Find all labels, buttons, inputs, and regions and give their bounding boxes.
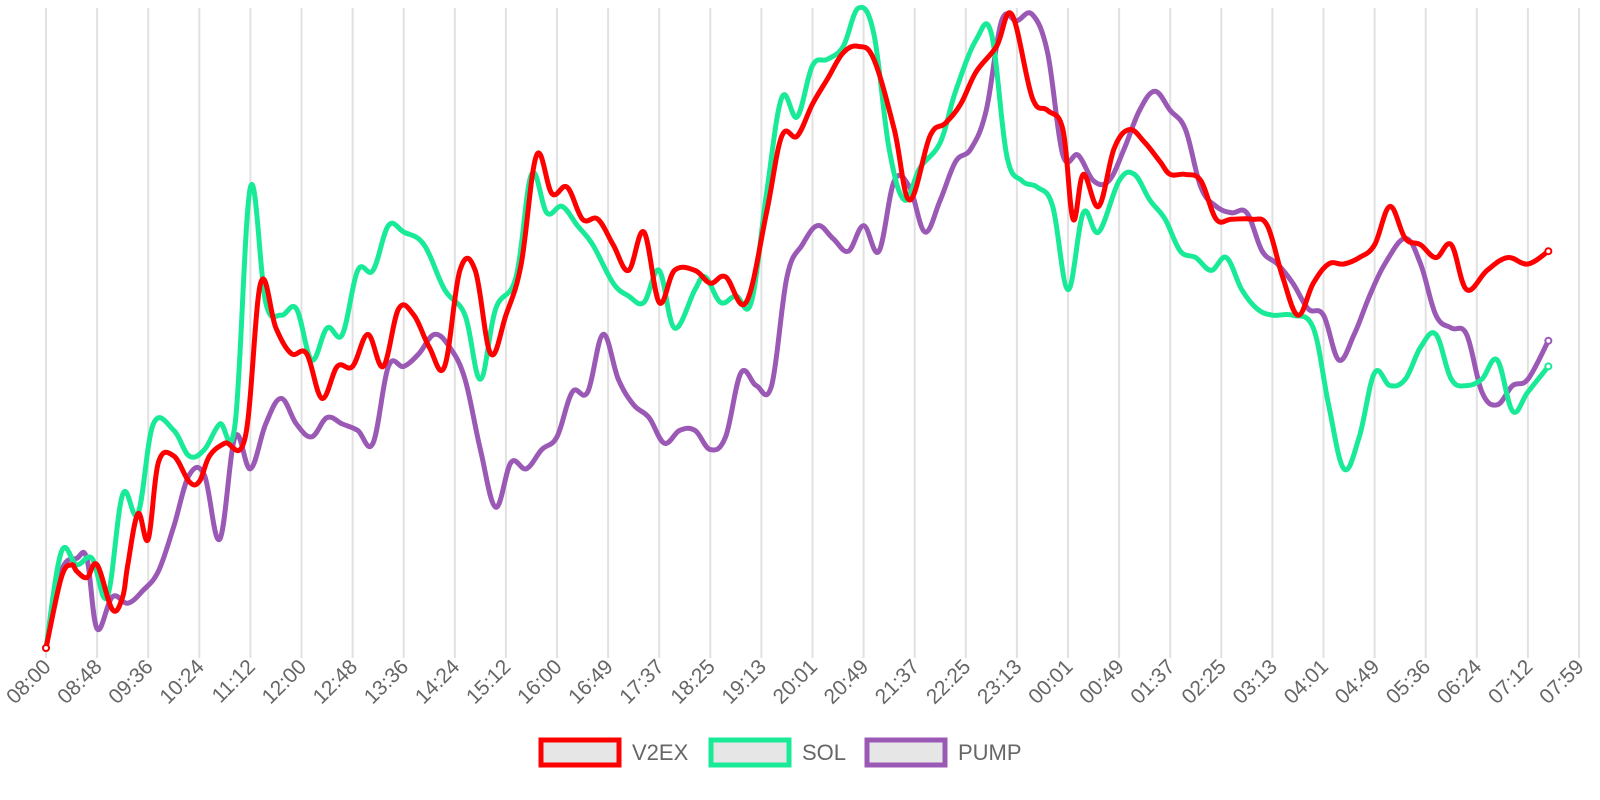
x-tick-label: 00:01: [1024, 655, 1077, 708]
x-tick-label: 02:25: [1177, 655, 1230, 708]
legend-label: V2EX: [632, 740, 689, 765]
x-tick-label: 04:01: [1280, 655, 1333, 708]
x-tick-label: 12:00: [258, 655, 311, 708]
x-tick-label: 00:49: [1075, 655, 1128, 708]
x-axis-tick-labels: 08:0008:4809:3610:2411:1212:0012:4813:36…: [2, 655, 1588, 709]
series-line-sol: [43, 4, 1551, 651]
legend-label: PUMP: [958, 740, 1022, 765]
legend-item-pump[interactable]: PUMP: [864, 737, 1022, 768]
vertical-gridlines: [45, 8, 1580, 658]
x-tick-label: 03:13: [1229, 655, 1282, 708]
legend-swatch: [708, 737, 792, 768]
x-tick-label: 19:13: [718, 655, 771, 708]
legend-label: SOL: [802, 740, 846, 765]
x-tick-label: 07:12: [1484, 655, 1537, 708]
x-tick-label: 09:36: [104, 655, 157, 708]
x-tick-label: 22:25: [922, 655, 975, 708]
x-tick-label: 04:49: [1331, 655, 1384, 708]
legend[interactable]: V2EX SOL PUMP: [538, 737, 1022, 768]
x-tick-label: 20:49: [820, 655, 873, 708]
x-tick-label: 14:24: [411, 655, 465, 709]
x-tick-label: 17:37: [615, 655, 668, 708]
legend-swatch: [538, 737, 622, 768]
data-point-pump-last: [1544, 336, 1553, 345]
x-tick-label: 10:24: [155, 655, 209, 709]
x-tick-label: 06:24: [1433, 655, 1487, 709]
legend-swatch: [864, 737, 948, 768]
series-lines: [42, 4, 1553, 652]
x-tick-label: 15:12: [462, 655, 515, 708]
legend-item-sol[interactable]: SOL: [708, 737, 846, 768]
x-tick-label: 23:13: [973, 655, 1026, 708]
x-tick-label: 07:59: [1535, 655, 1588, 708]
x-tick-label: 01:37: [1126, 655, 1179, 708]
legend-item-v2ex[interactable]: V2EX: [538, 737, 689, 768]
x-tick-label: 13:36: [360, 655, 413, 708]
x-tick-label: 08:00: [2, 655, 55, 708]
x-tick-label: 12:48: [309, 655, 362, 708]
data-point-v2ex-last: [1544, 247, 1553, 256]
x-tick-label: 11:12: [208, 655, 260, 707]
x-tick-label: 05:36: [1382, 655, 1435, 708]
x-tick-label: 16:49: [564, 655, 617, 708]
x-tick-label: 20:01: [769, 655, 822, 708]
x-tick-label: 08:48: [53, 655, 106, 708]
x-tick-label: 21:37: [871, 655, 924, 708]
x-tick-label: 16:00: [513, 655, 566, 708]
data-point-sol-last: [1544, 362, 1553, 371]
series-line-v2ex: [43, 10, 1551, 651]
x-tick-label: 18:25: [666, 655, 719, 708]
data-point-v2ex-first: [42, 644, 50, 652]
